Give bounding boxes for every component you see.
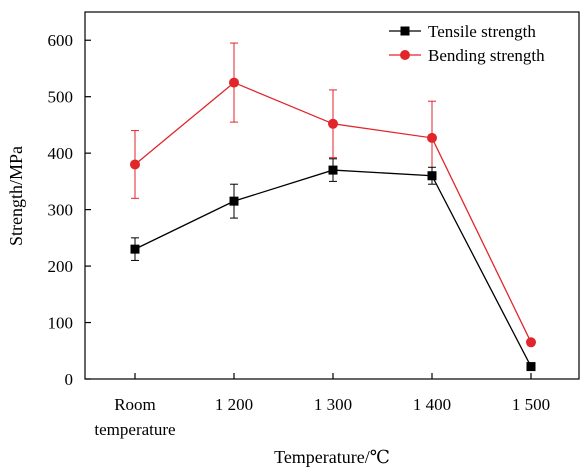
data-point: [427, 132, 437, 143]
data-point: [427, 171, 437, 181]
y-tick-label: 300: [48, 201, 74, 220]
y-axis-title: Strength/MPa: [6, 146, 26, 246]
x-tick-label: 1 500: [512, 395, 550, 414]
legend-item: Bending strength: [389, 46, 545, 65]
data-point: [130, 159, 140, 170]
x-tick-label: 1 200: [215, 395, 253, 414]
legend-item: Tensile strength: [389, 22, 536, 41]
x-tick-label: 1 300: [314, 395, 352, 414]
series-bending-strength: [130, 42, 536, 348]
y-tick-label: 400: [48, 144, 74, 163]
data-point: [130, 244, 140, 254]
legend: Tensile strength Bending strength: [389, 22, 545, 65]
x-axis: Room temperature 1 200 1 300 1 400 1 500: [94, 373, 550, 439]
y-tick-label: 500: [48, 88, 74, 107]
plot-frame: [84, 11, 580, 380]
legend-marker: [400, 50, 410, 60]
series-tensile-strength: [130, 158, 536, 372]
legend-marker: [400, 26, 410, 36]
data-point: [526, 337, 536, 348]
legend-label: Bending strength: [428, 46, 545, 65]
data-point: [229, 77, 239, 88]
series-line: [134, 169, 532, 367]
y-axis: 0 100 200 300 400 500 600: [48, 31, 91, 389]
x-axis-title: Temperature/℃: [274, 447, 390, 467]
data-point: [328, 118, 338, 129]
y-tick-label: 600: [48, 31, 74, 50]
x-tick-label: 1 400: [413, 395, 451, 414]
data-point: [229, 196, 239, 206]
x-tick-label: Room: [114, 395, 156, 414]
y-tick-label: 0: [65, 370, 74, 389]
y-tick-label: 200: [48, 257, 74, 276]
x-tick-label: temperature: [94, 420, 175, 439]
y-tick-label: 100: [48, 314, 74, 333]
data-point: [526, 362, 536, 372]
series-layer: [130, 42, 536, 372]
data-point: [328, 165, 338, 175]
legend-label: Tensile strength: [428, 22, 536, 41]
